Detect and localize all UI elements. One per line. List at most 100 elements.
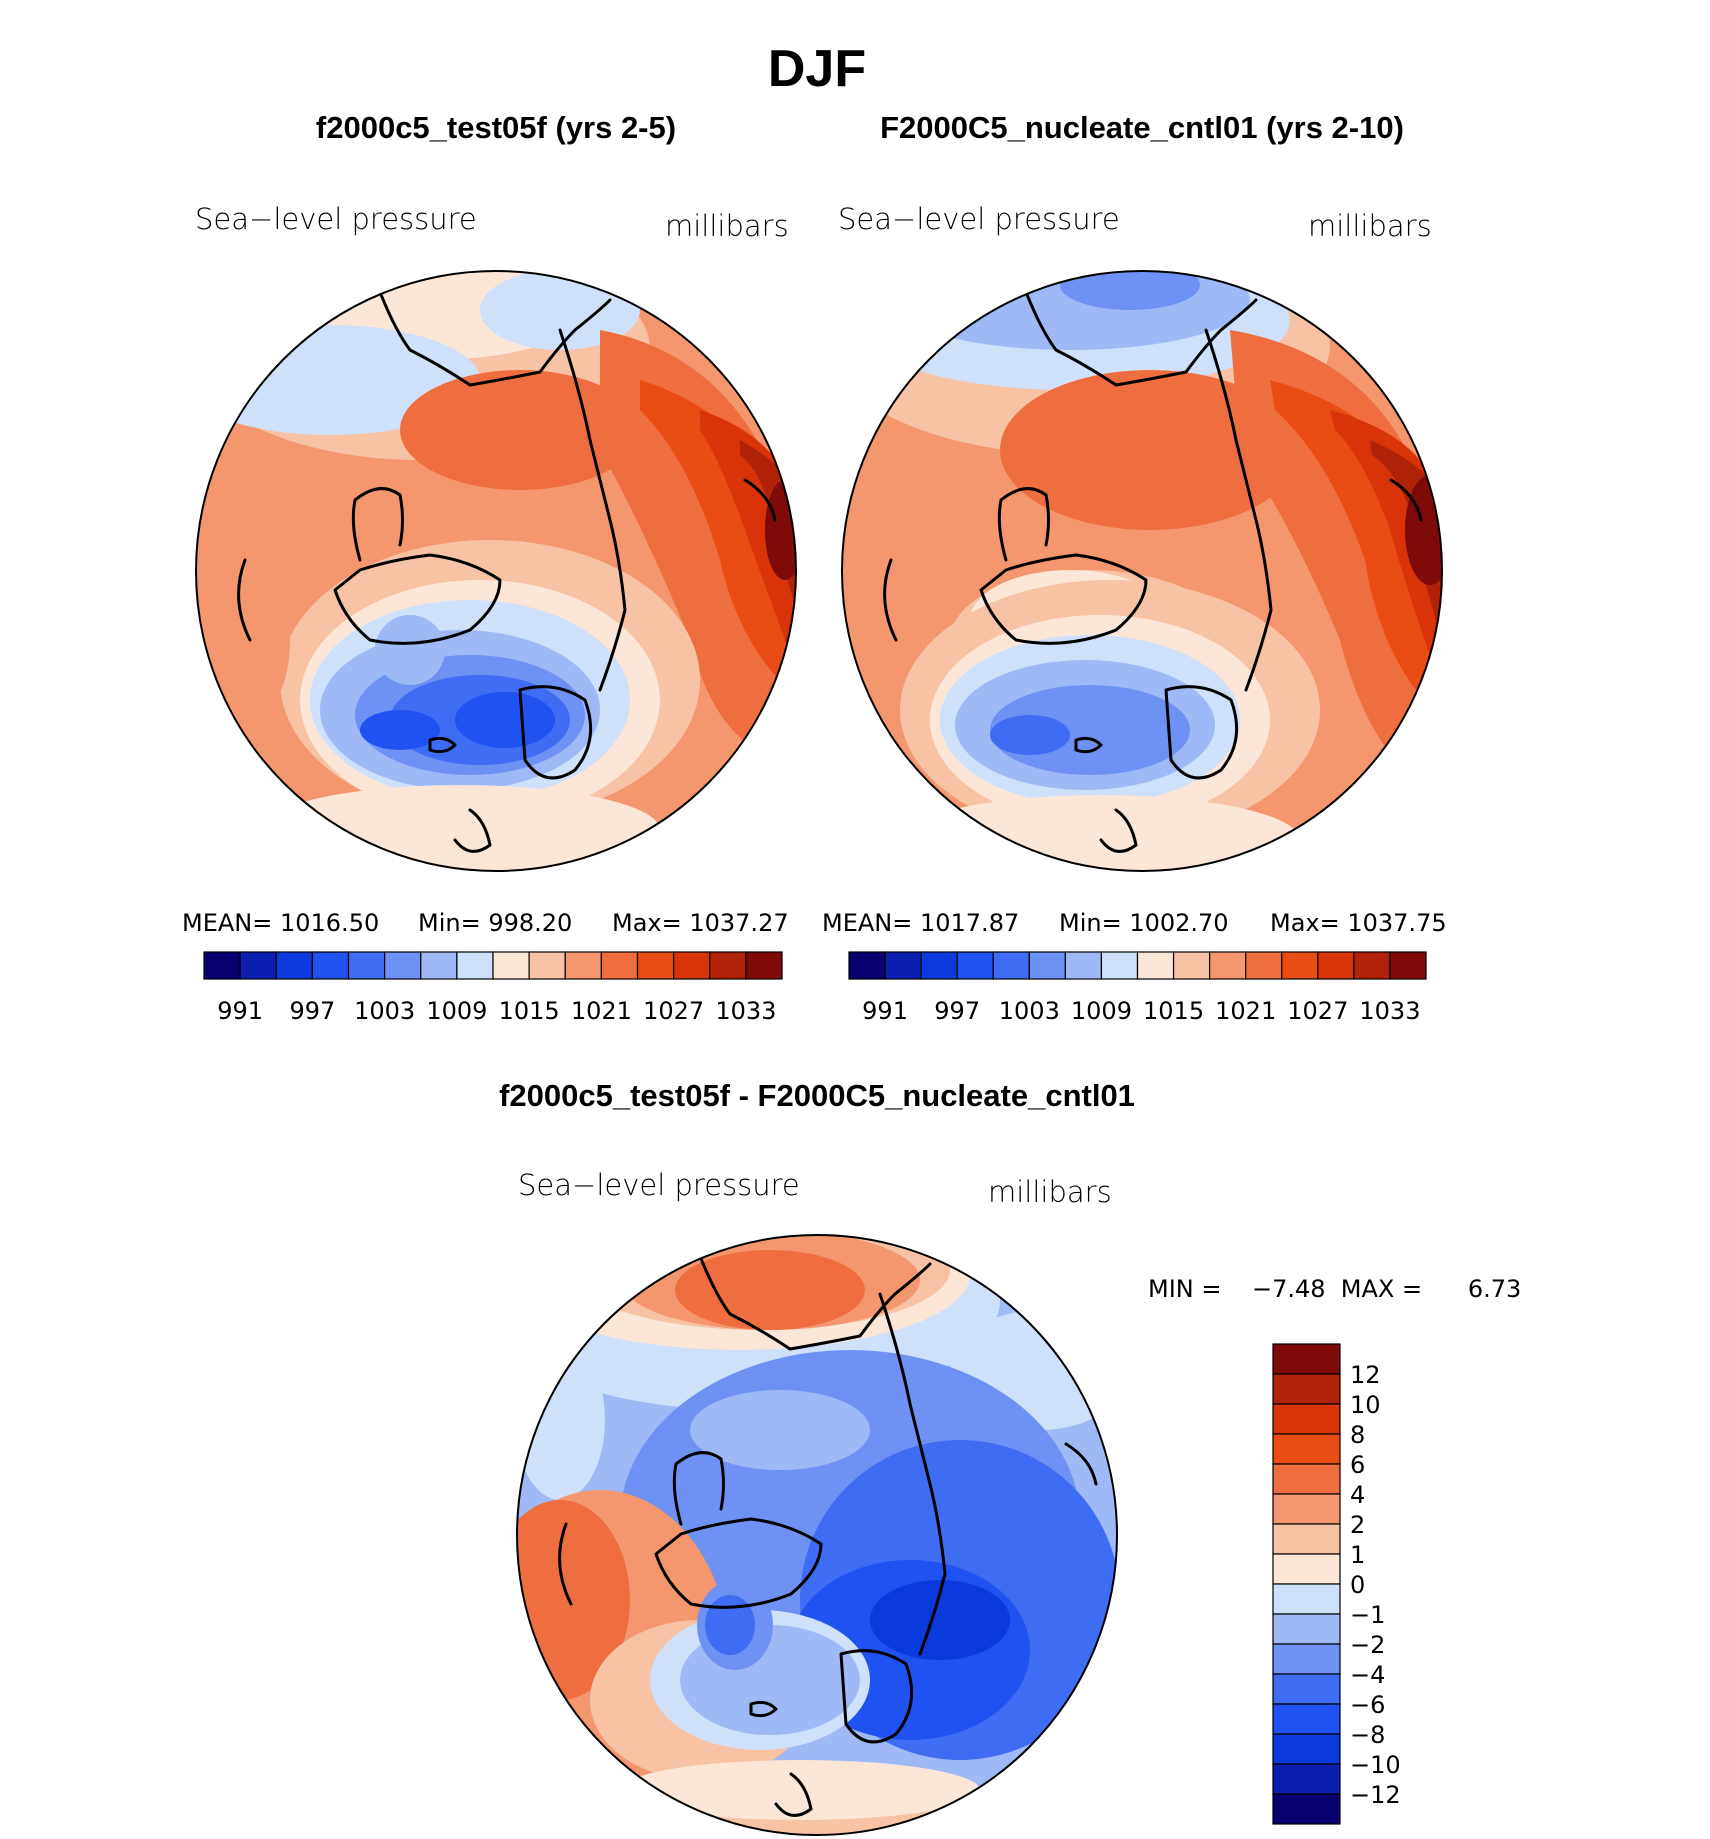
colorbar-tick-label: 1027	[643, 997, 704, 1025]
panel-control-min: Min= 1002.70	[1059, 909, 1229, 937]
panel-difference-title: f2000c5_test05f - F2000C5_nucleate_cntl0…	[499, 1078, 1135, 1113]
colorbar-swatch	[1389, 951, 1427, 980]
colorbar-swatch	[992, 951, 1030, 980]
colorbar-tick-label: 1003	[999, 997, 1060, 1025]
panel-difference: f2000c5_test05f - F2000C5_nucleate_cntl0…	[499, 1078, 1521, 1836]
colorbar-tick-label: 1	[1350, 1541, 1365, 1569]
colorbar-tick-label: 1033	[715, 997, 776, 1025]
colorbar-swatch	[1272, 1763, 1341, 1795]
colorbar-swatch	[709, 951, 747, 980]
colorbar-tick-label: −1	[1350, 1601, 1385, 1629]
colorbar-swatch	[1272, 1643, 1341, 1675]
colorbar-tick-label: 1015	[499, 997, 560, 1025]
colorbar-tick-label: 1009	[1071, 997, 1132, 1025]
colorbar-swatch	[347, 951, 386, 980]
colorbar-swatch	[920, 951, 958, 980]
panel-difference-map-border	[516, 1234, 1118, 1836]
panel-difference-coastlines	[558, 1254, 1098, 1817]
colorbar-swatch	[384, 951, 422, 980]
colorbar-swatch	[203, 951, 241, 980]
panel-difference-units-label: millibars	[988, 1175, 1112, 1209]
colorbar-tick-label: −8	[1350, 1721, 1385, 1749]
colorbar-swatch	[848, 951, 886, 980]
panel-test: f2000c5_test05f (yrs 2-5) Sea−level pres…	[182, 110, 797, 1025]
colorbar-swatch	[1245, 951, 1283, 980]
colorbar-swatch	[1281, 951, 1319, 980]
panel-control-mean: MEAN= 1017.87	[822, 909, 1019, 937]
colorbar-swatch	[1209, 951, 1247, 980]
colorbar-swatch	[1136, 951, 1175, 980]
colorbar-tick-label: 1009	[426, 997, 487, 1025]
colorbar-swatch	[275, 951, 313, 980]
colorbar-swatch	[600, 951, 639, 980]
colorbar-swatch	[1272, 1493, 1341, 1525]
panel-control-colorbar-labels: 991 997 1003 1009 1015 1021 1027 1033	[862, 997, 1420, 1025]
panel-control-polar-map	[841, 270, 1443, 872]
colorbar-swatch	[673, 951, 711, 980]
colorbar-swatch	[1272, 1403, 1341, 1435]
panel-test-map-border	[195, 270, 797, 872]
colorbar-tick-label: −6	[1350, 1691, 1385, 1719]
panel-test-variable-label: Sea−level pressure	[195, 202, 477, 236]
colorbar-tick-label: 6	[1350, 1451, 1365, 1479]
colorbar-tick-label: 4	[1350, 1481, 1365, 1509]
panel-control-colorbar	[848, 951, 1427, 980]
colorbar-swatch	[1353, 951, 1391, 980]
colorbar-swatch	[1272, 1463, 1341, 1495]
panel-test-units-label: millibars	[665, 209, 789, 243]
colorbar-swatch	[1028, 951, 1066, 980]
panel-control-coastlines	[883, 290, 1423, 853]
colorbar-swatch	[956, 951, 994, 980]
colorbar-tick-label: −10	[1350, 1751, 1401, 1779]
colorbar-swatch	[1064, 951, 1103, 980]
colorbar-swatch	[239, 951, 277, 980]
colorbar-tick-label: 997	[934, 997, 980, 1025]
colorbar-swatch	[1272, 1433, 1341, 1465]
panel-test-coastlines	[237, 290, 777, 853]
panel-test-min: Min= 998.20	[418, 909, 572, 937]
colorbar-swatch	[456, 951, 494, 980]
panel-test-title: f2000c5_test05f (yrs 2-5)	[316, 110, 676, 145]
colorbar-swatch	[311, 951, 350, 980]
colorbar-swatch	[1172, 951, 1211, 980]
colorbar-swatch	[492, 951, 530, 980]
panel-control-contour-fill	[842, 271, 1442, 871]
colorbar-swatch	[420, 951, 458, 980]
panel-control-variable-label: Sea−level pressure	[838, 202, 1120, 236]
colorbar-swatch	[884, 951, 922, 980]
colorbar-swatch	[1272, 1553, 1341, 1585]
panel-test-contour-fill	[196, 271, 796, 871]
panel-difference-contour-fill	[517, 1235, 1117, 1835]
colorbar-swatch	[1272, 1373, 1341, 1405]
panel-test-colorbar	[203, 951, 783, 980]
colorbar-swatch	[1272, 1523, 1341, 1555]
panel-control-title: F2000C5_nucleate_cntl01 (yrs 2-10)	[880, 110, 1404, 145]
colorbar-tick-label: 991	[862, 997, 908, 1025]
colorbar-swatch	[528, 951, 566, 980]
colorbar-tick-label: −2	[1350, 1631, 1385, 1659]
panel-difference-polar-map	[516, 1234, 1118, 1836]
colorbar-tick-label: 1033	[1359, 997, 1420, 1025]
colorbar-tick-label: 1027	[1287, 997, 1348, 1025]
colorbar-swatch	[1272, 1703, 1341, 1735]
colorbar-swatch	[1272, 1583, 1341, 1615]
panel-difference-colorbar	[1272, 1343, 1341, 1825]
colorbar-tick-label: 0	[1350, 1571, 1365, 1599]
panel-control: F2000C5_nucleate_cntl01 (yrs 2-10) Sea−l…	[822, 110, 1447, 1025]
panel-test-mean: MEAN= 1016.50	[182, 909, 379, 937]
colorbar-tick-label: 8	[1350, 1421, 1365, 1449]
panel-test-polar-map	[195, 270, 797, 872]
panel-test-max: Max= 1037.27	[612, 909, 789, 937]
colorbar-tick-label: 2	[1350, 1511, 1365, 1539]
colorbar-swatch	[1272, 1673, 1341, 1705]
colorbar-swatch	[745, 951, 783, 980]
colorbar-swatch	[1272, 1793, 1341, 1825]
colorbar-tick-label: 1021	[571, 997, 632, 1025]
colorbar-tick-label: −4	[1350, 1661, 1385, 1689]
colorbar-tick-label: −12	[1350, 1781, 1401, 1809]
colorbar-swatch	[1317, 951, 1355, 980]
colorbar-tick-label: 997	[289, 997, 335, 1025]
colorbar-tick-label: 12	[1350, 1361, 1381, 1389]
